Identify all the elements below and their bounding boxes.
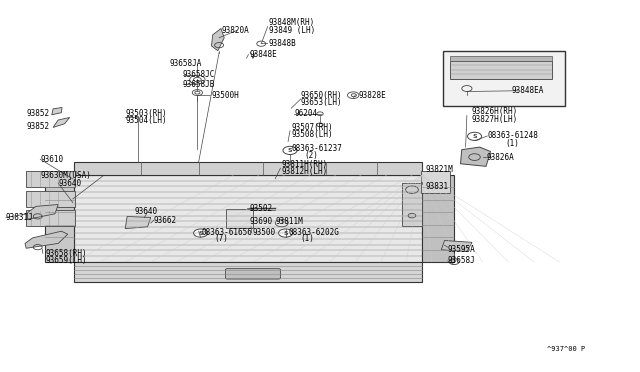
Text: 93848B: 93848B: [269, 39, 297, 48]
Text: 93650(RH): 93650(RH): [301, 91, 342, 100]
Circle shape: [193, 229, 207, 237]
Polygon shape: [74, 175, 422, 262]
Text: 93658JA: 93658JA: [170, 59, 202, 68]
Text: 93658J: 93658J: [448, 256, 476, 265]
Text: 93658(RH): 93658(RH): [45, 249, 87, 258]
Polygon shape: [451, 56, 552, 61]
Polygon shape: [25, 231, 68, 248]
Text: S: S: [287, 148, 292, 153]
Text: 93827H(LH): 93827H(LH): [472, 115, 518, 124]
Text: 93811H(RH): 93811H(RH): [282, 160, 328, 169]
FancyBboxPatch shape: [443, 51, 564, 106]
FancyBboxPatch shape: [26, 210, 75, 226]
Text: 96204: 96204: [294, 109, 317, 118]
Polygon shape: [211, 29, 224, 51]
Polygon shape: [52, 108, 62, 115]
FancyBboxPatch shape: [402, 183, 422, 226]
Text: 93690: 93690: [250, 217, 273, 226]
Text: 93503(RH): 93503(RH): [125, 109, 167, 118]
FancyBboxPatch shape: [421, 171, 451, 193]
FancyBboxPatch shape: [26, 191, 75, 207]
Polygon shape: [45, 175, 74, 262]
Text: 93662: 93662: [154, 216, 177, 225]
Text: 93848E: 93848E: [250, 50, 278, 59]
Polygon shape: [461, 147, 490, 166]
Text: 93640: 93640: [135, 208, 158, 217]
Text: 93595A: 93595A: [448, 244, 476, 253]
Text: (2): (2): [304, 151, 318, 160]
Text: 93826H(RH): 93826H(RH): [472, 108, 518, 116]
Circle shape: [278, 229, 292, 237]
Text: 93848M(RH): 93848M(RH): [269, 19, 315, 28]
Polygon shape: [442, 240, 472, 251]
Text: 93849 (LH): 93849 (LH): [269, 26, 315, 35]
Text: 93848EA: 93848EA: [511, 86, 544, 95]
Text: 93821M: 93821M: [426, 165, 453, 174]
Text: (1): (1): [301, 234, 315, 244]
Text: 93653(LH): 93653(LH): [301, 98, 342, 107]
Text: 93502: 93502: [250, 204, 273, 213]
Text: 93826A: 93826A: [486, 153, 514, 161]
Text: 93811M: 93811M: [275, 217, 303, 226]
Text: ^937^00 P: ^937^00 P: [547, 346, 585, 352]
Text: 93658JB: 93658JB: [182, 80, 215, 89]
Text: 93508(LH): 93508(LH): [291, 130, 333, 139]
Circle shape: [283, 146, 297, 154]
Text: 93831J: 93831J: [6, 213, 33, 222]
Polygon shape: [28, 205, 58, 219]
Polygon shape: [422, 175, 454, 262]
Text: 93500H: 93500H: [211, 91, 239, 100]
Text: 93504(LH): 93504(LH): [125, 116, 167, 125]
Circle shape: [467, 132, 481, 140]
Polygon shape: [74, 162, 422, 175]
FancyBboxPatch shape: [226, 209, 253, 228]
Text: S: S: [472, 134, 477, 139]
Text: (1): (1): [505, 138, 519, 148]
Text: 93659(LH): 93659(LH): [45, 256, 87, 265]
Text: 93828E: 93828E: [358, 91, 386, 100]
Polygon shape: [74, 262, 422, 282]
Text: 93852: 93852: [26, 122, 49, 131]
Text: 93630M(USA): 93630M(USA): [40, 171, 91, 180]
Polygon shape: [125, 217, 151, 229]
Text: 93610: 93610: [40, 155, 63, 164]
Text: S: S: [198, 231, 203, 235]
Polygon shape: [451, 61, 552, 78]
Text: 08363-61248: 08363-61248: [487, 131, 538, 141]
Text: 93500: 93500: [253, 228, 276, 237]
Text: S: S: [284, 231, 288, 235]
Text: 08363-61656: 08363-61656: [202, 228, 253, 237]
Text: 08363-61237: 08363-61237: [291, 144, 342, 153]
Text: 93507(RH): 93507(RH): [291, 123, 333, 132]
Text: 93658JC: 93658JC: [182, 70, 215, 79]
Text: 93812H(LH): 93812H(LH): [282, 167, 328, 176]
Text: 08363-6202G: 08363-6202G: [288, 228, 339, 237]
Text: 93831: 93831: [426, 182, 449, 191]
FancyBboxPatch shape: [225, 269, 280, 279]
Text: 93820A: 93820A: [221, 26, 249, 35]
Text: (7): (7): [214, 234, 228, 244]
Text: 93852: 93852: [26, 109, 49, 118]
Text: 93640: 93640: [58, 179, 81, 187]
Polygon shape: [53, 118, 70, 128]
FancyBboxPatch shape: [26, 171, 75, 187]
